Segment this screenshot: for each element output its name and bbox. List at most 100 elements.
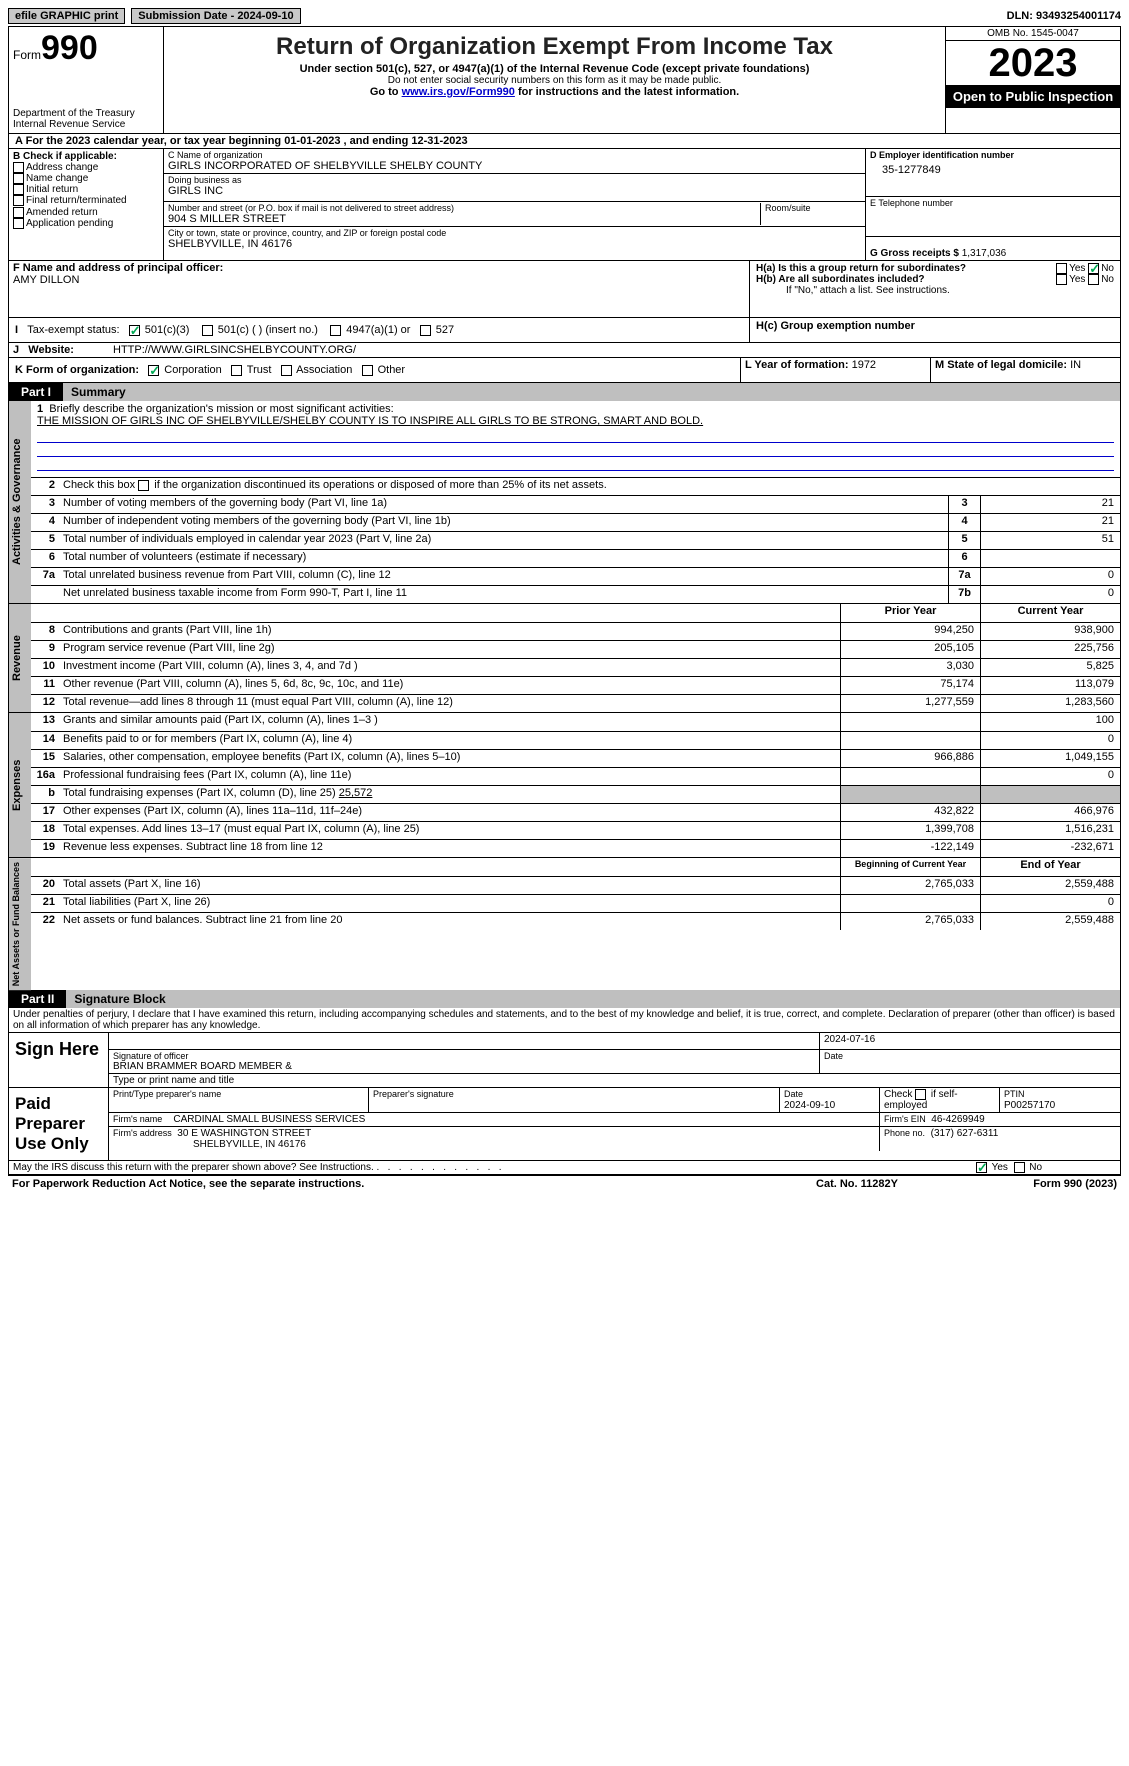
ha-yes-cb[interactable] <box>1056 263 1067 274</box>
cb-application-pending[interactable]: Application pending <box>13 218 159 229</box>
section-revenue: Revenue Prior YearCurrent Year 8Contribu… <box>9 604 1120 713</box>
cb-final-return[interactable]: Final return/terminated <box>13 195 159 206</box>
l22-text: Net assets or fund balances. Subtract li… <box>59 913 840 930</box>
l20-eoy: 2,559,488 <box>980 877 1120 894</box>
l20-text: Total assets (Part X, line 16) <box>59 877 840 894</box>
l-label: L Year of formation: <box>745 359 849 371</box>
dln-text: DLN: 93493254001174 <box>1007 10 1121 22</box>
ptin-label: PTIN <box>1004 1089 1025 1099</box>
hb-no-cb[interactable] <box>1088 274 1099 285</box>
pt-self-employed: Check if self-employed <box>884 1089 958 1111</box>
l15-text: Salaries, other compensation, employee b… <box>59 750 840 767</box>
cb-discontinued[interactable] <box>138 480 149 491</box>
cb-discuss-no[interactable] <box>1014 1162 1025 1173</box>
city-label: City or town, state or province, country… <box>168 228 861 238</box>
l1-label: Briefly describe the organization's miss… <box>49 403 393 415</box>
sign-here-label: Sign Here <box>9 1033 109 1087</box>
form-label: Form <box>13 48 41 62</box>
hb-yes-cb[interactable] <box>1056 274 1067 285</box>
cb-other[interactable] <box>362 365 373 376</box>
l16a-cy: 0 <box>980 768 1120 785</box>
cb-name-change[interactable]: Name change <box>13 173 159 184</box>
part1-num: Part I <box>9 383 63 401</box>
website-value: HTTP://WWW.GIRLSINCSHELBYCOUNTY.ORG/ <box>109 343 1120 357</box>
l4-val: 21 <box>980 514 1120 531</box>
l11-py: 75,174 <box>840 677 980 694</box>
row-j: J Website: HTTP://WWW.GIRLSINCSHELBYCOUN… <box>9 343 1120 358</box>
sign-here-row: Sign Here 2024-07-16 Signature of office… <box>9 1033 1120 1088</box>
pt-date-val: 2024-09-10 <box>784 1100 835 1111</box>
m-value: IN <box>1070 359 1081 371</box>
officer-name: AMY DILLON <box>13 274 745 286</box>
form-footer: Form 990 (2023) <box>1033 1178 1117 1190</box>
section-h: H(a) Is this a group return for subordin… <box>750 261 1120 317</box>
subtitle-1: Under section 501(c), 527, or 4947(a)(1)… <box>170 63 939 75</box>
l8-cy: 938,900 <box>980 623 1120 640</box>
irs-link[interactable]: www.irs.gov/Form990 <box>402 86 515 98</box>
mission-blank-1 <box>37 429 1114 443</box>
l11-text: Other revenue (Part VIII, column (A), li… <box>59 677 840 694</box>
l16a-text: Professional fundraising fees (Part IX, … <box>59 768 840 785</box>
l12-text: Total revenue—add lines 8 through 11 (mu… <box>59 695 840 712</box>
mission-blank-3 <box>37 457 1114 471</box>
cb-4947[interactable] <box>330 325 341 336</box>
l3-val: 21 <box>980 496 1120 513</box>
efile-print-button[interactable]: efile GRAPHIC print <box>8 8 125 24</box>
col-eoy: End of Year <box>980 858 1120 876</box>
row-a-tax-year: A For the 2023 calendar year, or tax yea… <box>9 134 1120 149</box>
cb-trust[interactable] <box>231 365 242 376</box>
col-current-year: Current Year <box>980 604 1120 622</box>
l21-text: Total liabilities (Part X, line 26) <box>59 895 840 912</box>
ha-no-cb[interactable] <box>1088 263 1099 274</box>
room-label: Room/suite <box>765 203 861 213</box>
l20-bcy: 2,765,033 <box>840 877 980 894</box>
header-right: OMB No. 1545-0047 2023 Open to Public In… <box>945 27 1120 133</box>
top-toolbar: efile GRAPHIC print Submission Date - 20… <box>8 8 1121 24</box>
l6-text: Total number of volunteers (estimate if … <box>59 550 948 567</box>
l9-text: Program service revenue (Part VIII, line… <box>59 641 840 658</box>
cb-corp[interactable] <box>148 365 159 376</box>
pt-sig-label: Preparer's signature <box>373 1089 454 1099</box>
firm-name-label: Firm's name <box>113 1114 162 1124</box>
cb-assoc[interactable] <box>281 365 292 376</box>
l19-py: -122,149 <box>840 840 980 857</box>
discuss-text: May the IRS discuss this return with the… <box>13 1162 374 1173</box>
l15-cy: 1,049,155 <box>980 750 1120 767</box>
cb-501c3[interactable] <box>129 325 140 336</box>
cb-discuss-yes[interactable] <box>976 1162 987 1173</box>
header-left: Form990 Department of the Treasury Inter… <box>9 27 164 133</box>
col-c-org-info: C Name of organization GIRLS INCORPORATE… <box>164 149 865 260</box>
row-i-hc: I Tax-exempt status: 501(c)(3) 501(c) ( … <box>9 318 1120 343</box>
cb-initial-return[interactable]: Initial return <box>13 184 159 195</box>
l18-py: 1,399,708 <box>840 822 980 839</box>
hc-label: H(c) Group exemption number <box>756 320 915 332</box>
cb-address-change[interactable]: Address change <box>13 162 159 173</box>
pt-name-label: Print/Type preparer's name <box>113 1089 221 1099</box>
exp-sidebar: Expenses <box>9 713 31 857</box>
cb-amended-return[interactable]: Amended return <box>13 207 159 218</box>
cb-527[interactable] <box>420 325 431 336</box>
addr-value: 904 S MILLER STREET <box>168 213 756 225</box>
l9-cy: 225,756 <box>980 641 1120 658</box>
signature-block: Under penalties of perjury, I declare th… <box>9 1008 1120 1175</box>
l4-text: Number of independent voting members of … <box>59 514 948 531</box>
ein-value: 35-1277849 <box>870 160 1116 180</box>
firm-phone-val: (317) 627-6311 <box>931 1128 999 1139</box>
l17-py: 432,822 <box>840 804 980 821</box>
l13-cy: 100 <box>980 713 1120 731</box>
pra-notice: For Paperwork Reduction Act Notice, see … <box>12 1178 757 1190</box>
phone-label: E Telephone number <box>870 198 1116 208</box>
firm-ein-val: 46-4269949 <box>931 1114 984 1125</box>
submission-date-button[interactable]: Submission Date - 2024-09-10 <box>131 8 300 24</box>
header-middle: Return of Organization Exempt From Incom… <box>164 27 945 133</box>
website-label: Website: <box>28 344 74 356</box>
l-value: 1972 <box>852 359 876 371</box>
cb-self-employed[interactable] <box>915 1089 926 1100</box>
l15-py: 966,886 <box>840 750 980 767</box>
l16b-val: 25,572 <box>339 787 373 799</box>
section-activities-governance: Activities & Governance 1 Briefly descri… <box>9 401 1120 604</box>
cb-501c[interactable] <box>202 325 213 336</box>
page-footer: For Paperwork Reduction Act Notice, see … <box>8 1176 1121 1192</box>
l14-text: Benefits paid to or for members (Part IX… <box>59 732 840 749</box>
section-net-assets: Net Assets or Fund Balances Beginning of… <box>9 858 1120 990</box>
